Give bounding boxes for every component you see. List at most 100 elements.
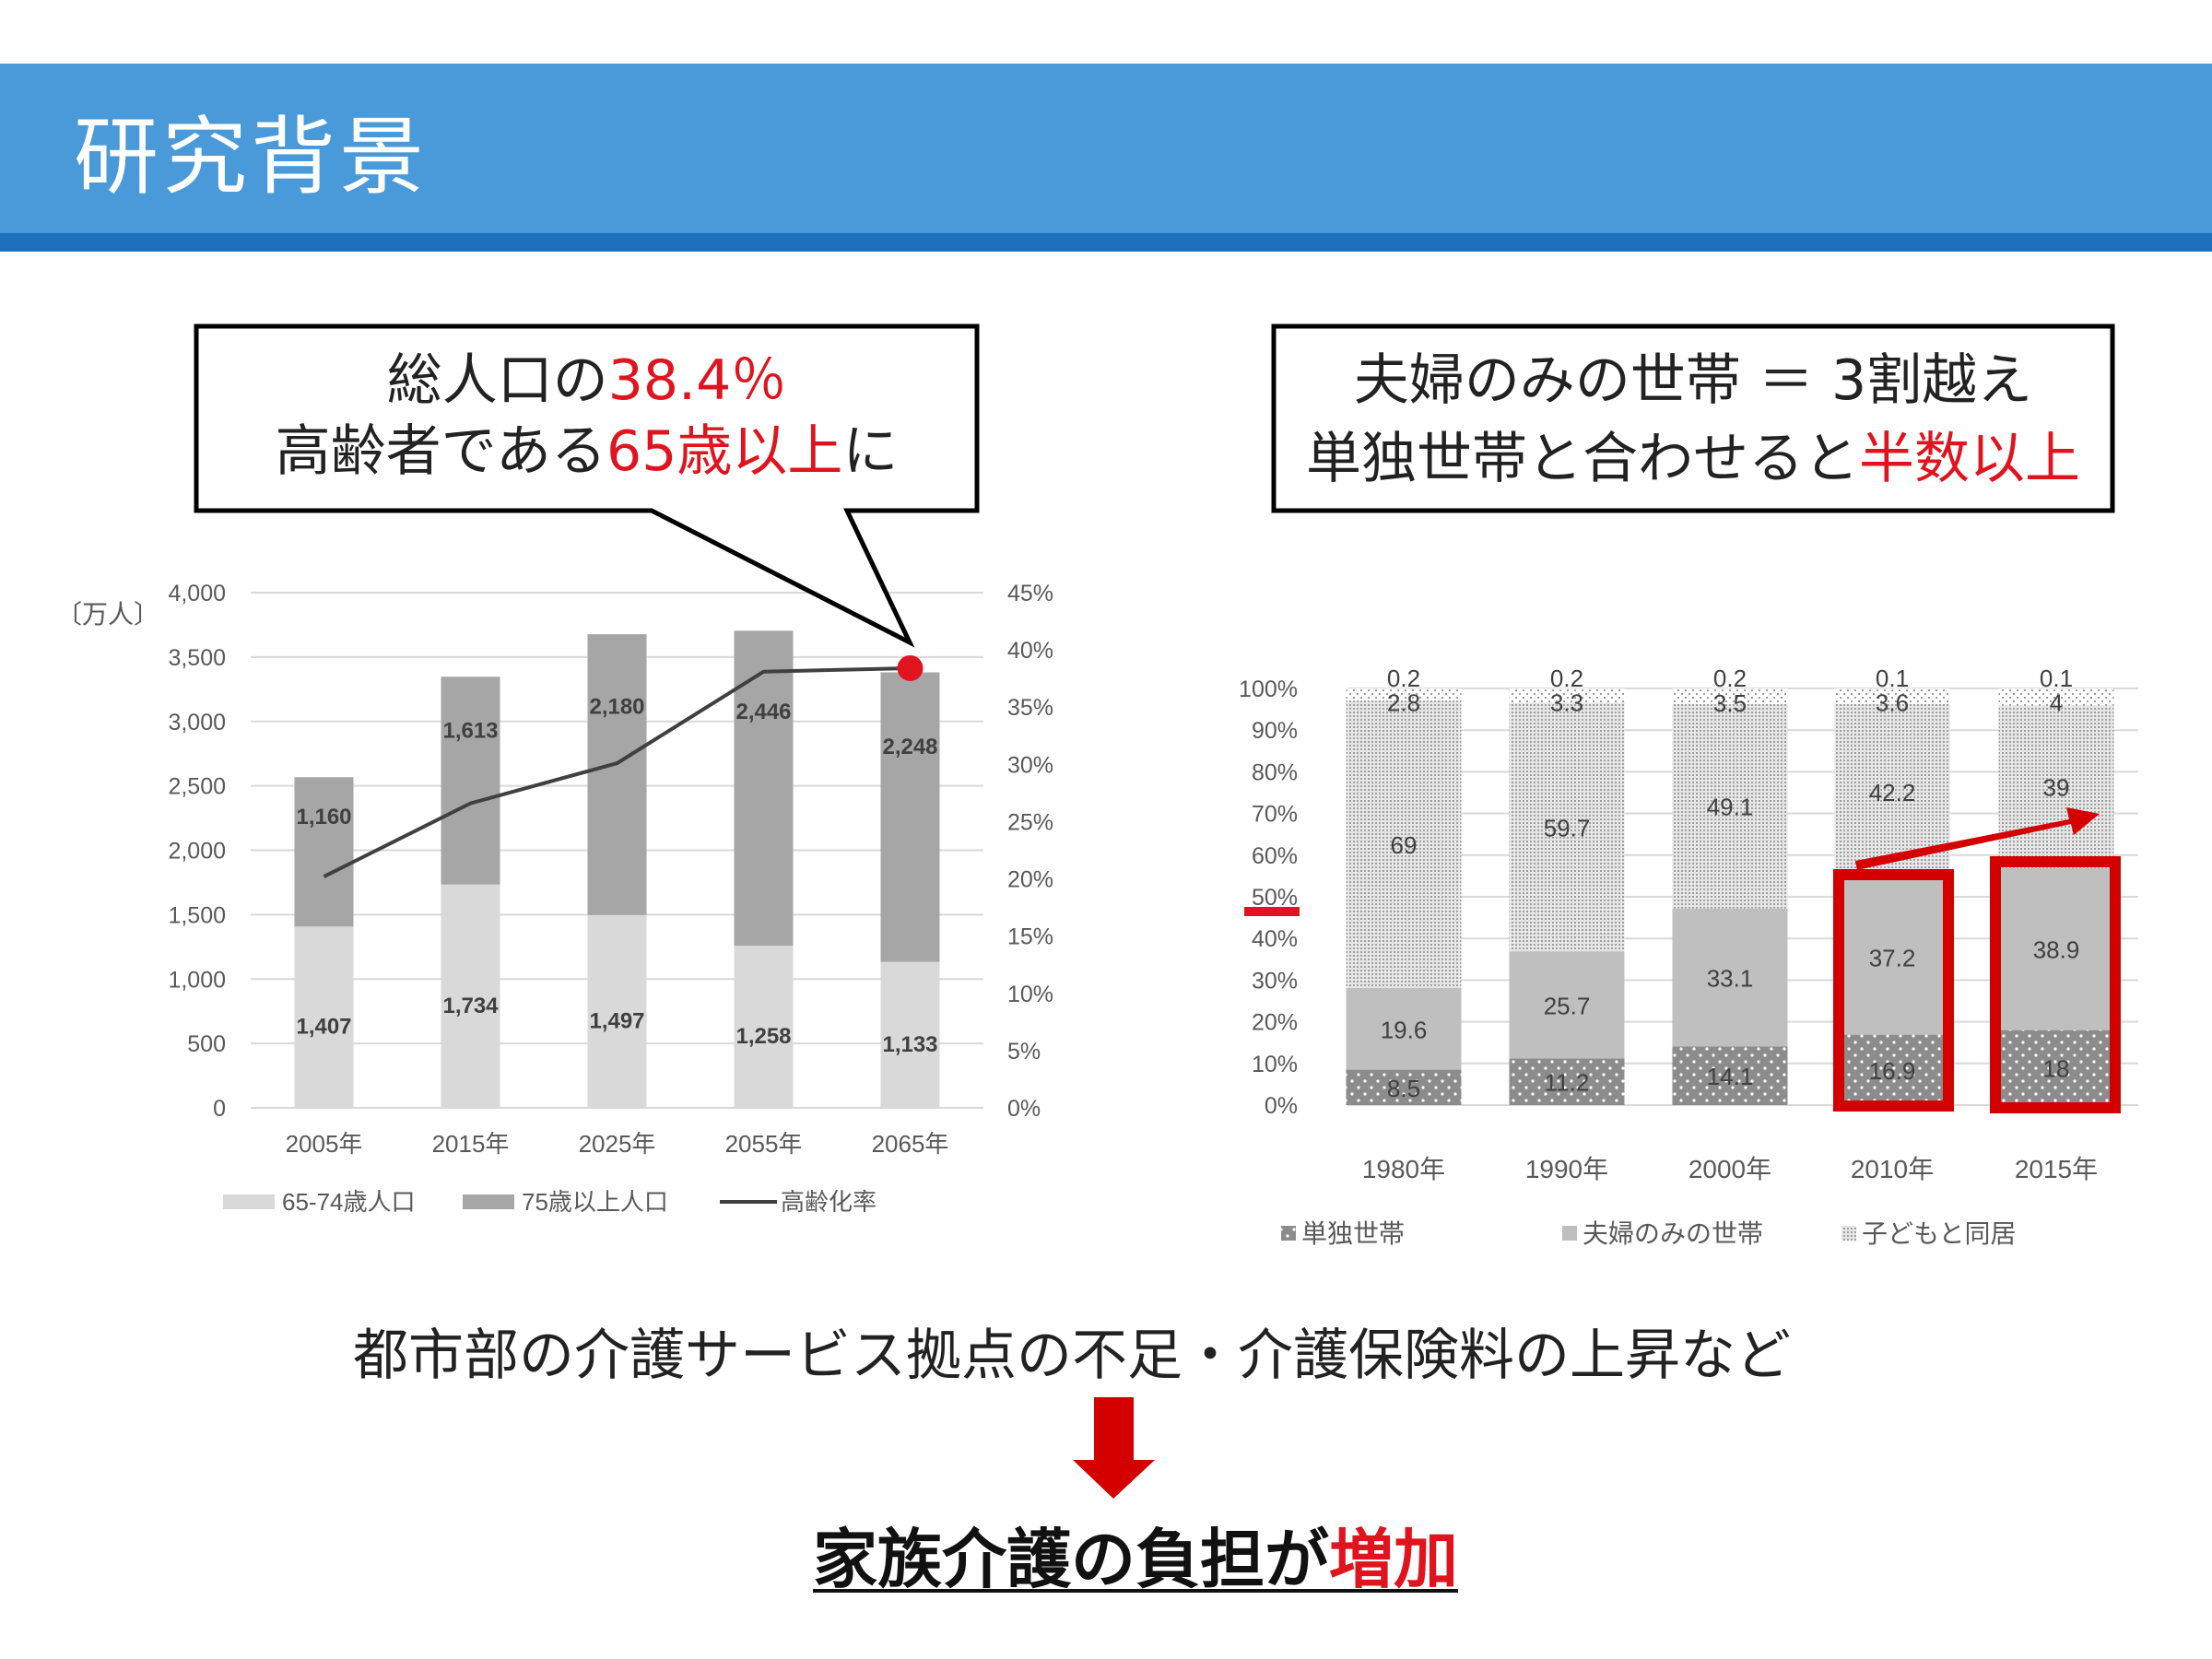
- bar-segment: [441, 884, 500, 1108]
- y2-tick-label: 45%: [1007, 581, 1053, 606]
- right-callout-line2: 単独世帯と合わせると半数以上: [1274, 431, 2112, 487]
- data-label: 0.2: [1387, 665, 1420, 692]
- legend-swatch: [1841, 1226, 1856, 1241]
- y-tick-label: 50%: [1252, 885, 1298, 911]
- data-label: 69: [1391, 831, 1418, 859]
- callout-text: 総人口の: [386, 348, 608, 413]
- legend-label: 夫婦のみの世帯: [1583, 1219, 1763, 1248]
- data-label: 2.8: [1387, 688, 1420, 716]
- data-label: 33.1: [1707, 964, 1754, 992]
- legend-label: 65-74歳人口: [282, 1188, 416, 1216]
- x-tick-label: 2065年: [872, 1130, 949, 1158]
- x-tick-label: 2055年: [725, 1130, 803, 1158]
- data-label: 1,160: [296, 805, 351, 830]
- bar-segment: [1346, 1069, 1462, 1105]
- callout-highlight: 65歳以上: [606, 419, 843, 484]
- x-tick-label: 2025年: [579, 1130, 656, 1158]
- bar-segment: [1509, 1058, 1625, 1105]
- page-title: 研究背景: [74, 108, 429, 206]
- legend-swatch: [463, 1194, 514, 1209]
- data-label: 3.5: [1713, 689, 1747, 717]
- header-band: [0, 64, 2212, 233]
- x-tick-label: 2000年: [1688, 1155, 1771, 1183]
- data-label: 59.7: [1544, 814, 1591, 841]
- y2-tick-label: 20%: [1007, 867, 1053, 893]
- y-tick-label: 1,000: [168, 967, 226, 993]
- legend-swatch: [1281, 1226, 1296, 1241]
- data-label: 4: [2050, 688, 2063, 716]
- bar-segment: [1834, 1034, 1950, 1105]
- y-tick-label: 0: [213, 1096, 226, 1122]
- y-axis-unit-label: 〔万人〕: [56, 600, 159, 629]
- aging-rate-line: [323, 665, 911, 878]
- bar-segment: [1346, 688, 1462, 701]
- y-tick-label: 100%: [1239, 677, 1298, 702]
- data-label: 14.1: [1707, 1063, 1754, 1090]
- bar-segment: [294, 926, 354, 1108]
- elderly-population-chart: 0 500 1,000 1,500 2,000 2,500 3,000 3,500 4,000 0…: [56, 581, 1053, 1216]
- y-tick-label: 3,500: [168, 645, 226, 671]
- legend-swatch: [223, 1194, 275, 1209]
- left-callout-line2: 高齢者である65歳以上に: [196, 424, 977, 479]
- legend-swatch: [1562, 1226, 1577, 1241]
- y2-tick-label: 40%: [1007, 638, 1053, 664]
- x-tick-label: 1990年: [1525, 1155, 1608, 1183]
- y2-tick-label: 10%: [1007, 982, 1053, 1007]
- y-tick-label: 2,500: [168, 774, 226, 800]
- bar-segment: [880, 961, 940, 1108]
- down-arrow-icon: [1073, 1397, 1155, 1499]
- y-tick-label: 70%: [1252, 802, 1298, 828]
- legend-label: 単独世帯: [1301, 1219, 1405, 1248]
- data-label: 42.2: [1869, 779, 1916, 806]
- cause-text: 都市部の介護サービス拠点の不足・介護保険料の上昇など: [353, 1324, 1791, 1388]
- result-text: 家族介護の負担が増加: [0, 1508, 2212, 1601]
- data-label: 25.7: [1544, 992, 1591, 1019]
- bar-segment: [294, 777, 354, 927]
- data-label: 2,446: [735, 700, 791, 724]
- bar-segment: [880, 672, 940, 962]
- callout-text: 単独世帯と合わせると: [1306, 427, 1859, 491]
- bar-segment: [441, 677, 500, 885]
- data-label: 38.9: [2033, 936, 2080, 964]
- data-label: 2,180: [589, 694, 644, 719]
- data-label: 49.1: [1707, 794, 1754, 821]
- y2-tick-label: 0%: [1007, 1096, 1041, 1122]
- y-tick-label: 4,000: [168, 581, 226, 606]
- y2-tick-label: 35%: [1007, 695, 1053, 721]
- y2-tick-label: 30%: [1007, 752, 1053, 778]
- data-label: 16.9: [1869, 1057, 1916, 1085]
- bar-segment: [1509, 702, 1625, 952]
- data-label: 18: [2043, 1054, 2070, 1082]
- data-label: 1,133: [882, 1032, 937, 1057]
- y-tick-label: 90%: [1252, 718, 1298, 744]
- data-label: 0.2: [1550, 665, 1583, 692]
- y-tick-label: 60%: [1252, 843, 1298, 869]
- bar-segment: [1998, 867, 2114, 1030]
- fifty-percent-marker: [1244, 907, 1300, 916]
- bar-segment: [587, 634, 647, 915]
- data-label: 0.1: [1876, 665, 1909, 692]
- callout-text: 高齢者である: [275, 419, 607, 484]
- bar-segment: [1346, 987, 1462, 1070]
- data-label: 0.2: [1713, 665, 1747, 692]
- y2-tick-label: 5%: [1007, 1039, 1041, 1065]
- legend-label: 75歳以上人口: [522, 1188, 668, 1216]
- household-composition-chart: 0% 10% 20% 30% 40% 50% 60% 70% 80% 90% 100% 8.5 19.6…: [1239, 665, 2138, 1248]
- y-tick-label: 500: [187, 1031, 226, 1057]
- data-label: 1,734: [442, 994, 499, 1018]
- data-label: 19.6: [1381, 1016, 1428, 1043]
- highlight-point: [897, 654, 924, 681]
- y-tick-label: 10%: [1252, 1052, 1298, 1077]
- bar-segment: [1346, 700, 1462, 988]
- bar-segment: [1672, 703, 1788, 909]
- bar-segment: [734, 630, 794, 947]
- bar-segment: [1998, 705, 2114, 868]
- bar-segment: [1672, 688, 1788, 704]
- bar-segment: [1509, 951, 1625, 1059]
- data-label: 3.6: [1876, 688, 1909, 716]
- data-label: 1,497: [589, 1008, 644, 1033]
- y-tick-label: 3,000: [168, 710, 226, 735]
- bar-segment: [1834, 879, 1950, 1035]
- bar-segment: [734, 946, 794, 1108]
